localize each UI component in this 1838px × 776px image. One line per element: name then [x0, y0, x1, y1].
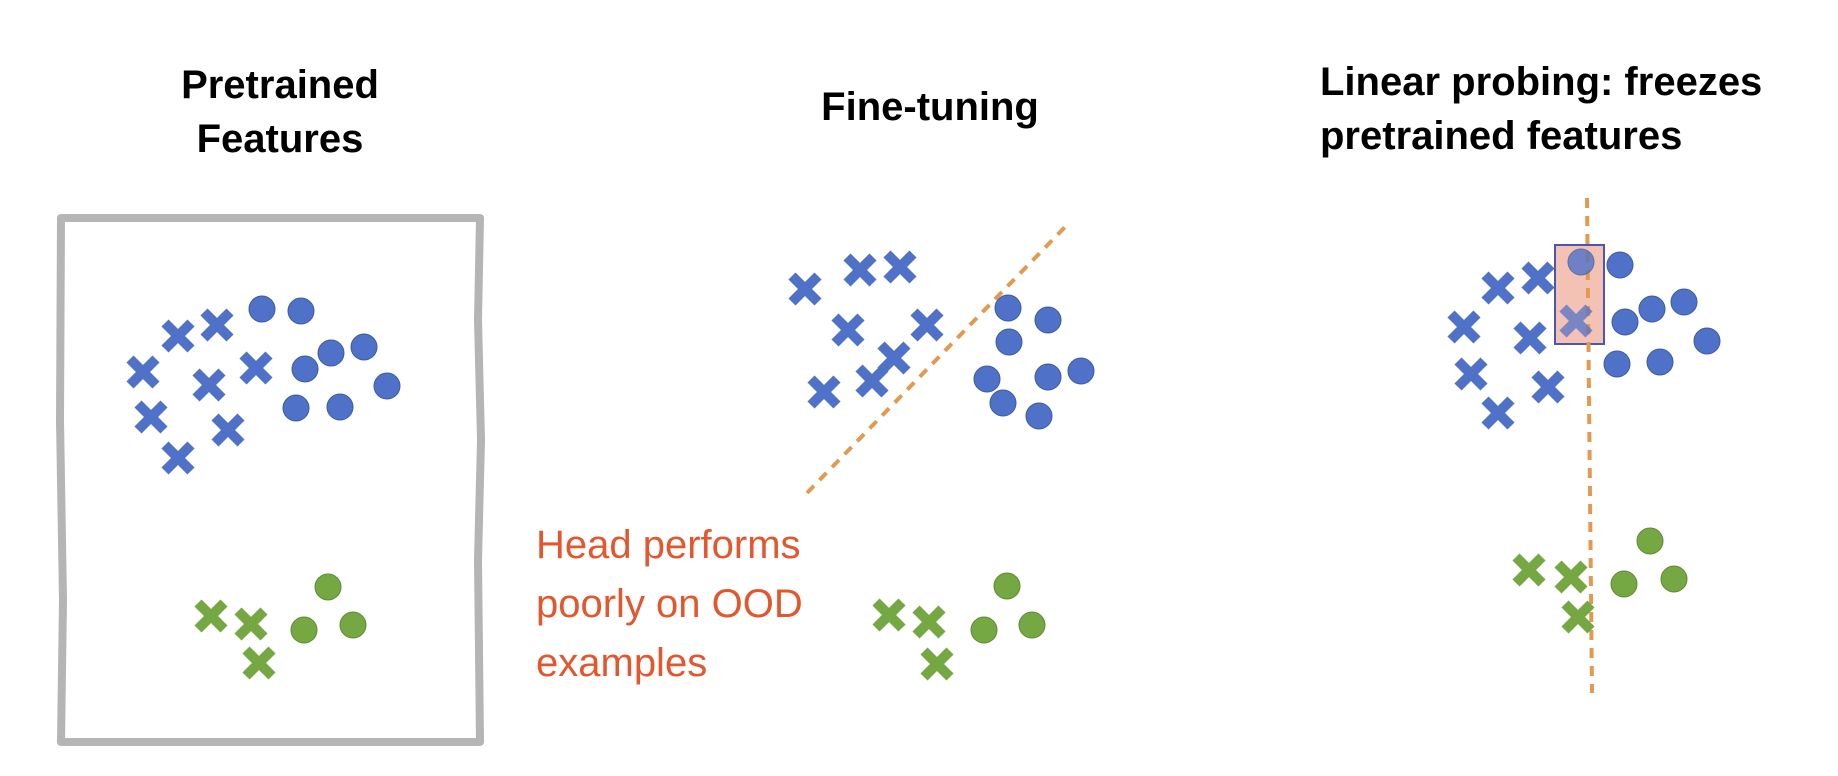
circle-marker — [326, 393, 354, 421]
circle-marker — [1567, 248, 1595, 276]
cross-marker — [914, 312, 940, 338]
cross-marker — [887, 254, 913, 280]
cross-marker — [138, 404, 164, 430]
cross-marker — [1565, 604, 1591, 630]
title-line: pretrained features — [1320, 114, 1683, 158]
cross-marker — [246, 650, 272, 676]
feature-frame — [56, 214, 485, 746]
circle-marker — [317, 339, 345, 367]
annotation-line: poorly on OOD — [536, 582, 803, 626]
cross-marker — [165, 323, 191, 349]
annotation-line: Head performs — [536, 523, 801, 567]
circle-marker — [1603, 350, 1631, 378]
circle-marker — [350, 333, 378, 361]
circle-marker — [373, 372, 401, 400]
circle-marker — [970, 616, 998, 644]
cross-marker — [1516, 557, 1542, 583]
circle-marker — [314, 573, 342, 601]
cross-marker — [198, 603, 224, 629]
circle-marker — [973, 365, 1001, 393]
circle-marker — [1693, 327, 1721, 355]
circle-marker — [282, 394, 310, 422]
cross-marker — [1535, 374, 1561, 400]
fine-tuning-title: Fine-tuning — [700, 80, 1160, 134]
circle-marker — [994, 294, 1022, 322]
circle-marker — [1638, 295, 1666, 323]
cross-marker — [1525, 265, 1551, 291]
cross-marker — [238, 611, 264, 637]
cross-marker — [876, 602, 902, 628]
circle-marker — [1606, 251, 1634, 279]
circle-marker — [1067, 357, 1095, 385]
circle-marker — [291, 355, 319, 383]
circle-marker — [1034, 306, 1062, 334]
circle-marker — [1018, 611, 1046, 639]
circle-marker — [989, 389, 1017, 417]
cross-marker — [811, 379, 837, 405]
cross-marker — [1517, 325, 1543, 351]
circle-marker — [1025, 402, 1053, 430]
circle-marker — [1636, 527, 1664, 555]
title-line: Linear probing: freezes — [1320, 60, 1763, 104]
cross-marker — [1485, 275, 1511, 301]
cross-marker — [1451, 314, 1477, 340]
circle-marker — [1610, 570, 1638, 598]
circle-marker — [1611, 308, 1639, 336]
data-points — [130, 248, 1721, 677]
circle-marker — [995, 328, 1023, 356]
title-line: Features — [196, 117, 364, 161]
cross-marker — [881, 345, 907, 371]
cross-marker — [1558, 564, 1584, 590]
cross-marker — [243, 355, 269, 381]
circle-marker — [248, 295, 276, 323]
cross-marker — [204, 312, 230, 338]
circle-marker — [287, 297, 315, 325]
title-line: Fine-tuning — [821, 85, 1039, 129]
linear-probing-title: Linear probing: freezes pretrained featur… — [1320, 55, 1762, 163]
pretrained-features-title: Pretrained Features — [0, 58, 560, 166]
circle-marker — [1670, 288, 1698, 316]
circle-marker — [1034, 363, 1062, 391]
cross-marker — [1485, 400, 1511, 426]
cross-marker — [916, 609, 942, 635]
circle-marker — [993, 572, 1021, 600]
circle-marker — [290, 616, 318, 644]
fine-tuning-decision-boundary — [805, 224, 1068, 495]
cross-marker — [215, 417, 241, 443]
cross-marker — [792, 276, 818, 302]
ood-annotation: Head performs poorly on OOD examples — [536, 516, 803, 693]
cross-marker — [1458, 361, 1484, 387]
cross-marker — [835, 317, 861, 343]
circle-marker — [1660, 565, 1688, 593]
title-line: Pretrained — [181, 63, 379, 107]
cross-marker — [924, 651, 950, 677]
cross-marker — [130, 359, 156, 385]
circle-marker — [339, 611, 367, 639]
cross-marker — [859, 368, 885, 394]
cross-marker — [847, 257, 873, 283]
annotation-line: examples — [536, 641, 708, 685]
circle-marker — [1646, 348, 1674, 376]
cross-marker — [196, 372, 222, 398]
cross-marker — [165, 445, 191, 471]
